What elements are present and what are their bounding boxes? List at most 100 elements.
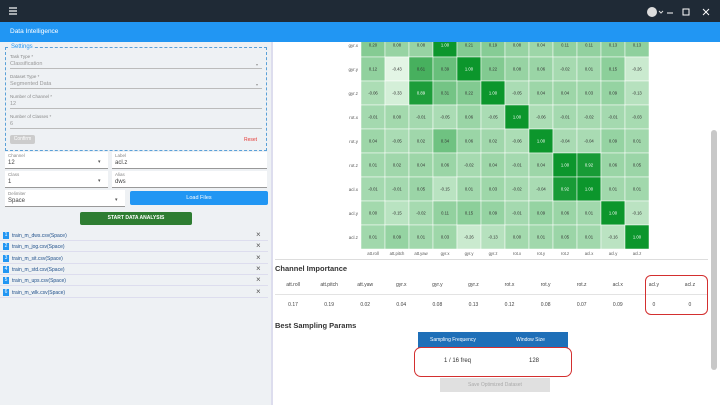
remove-file[interactable]: × [256,252,261,262]
cell-label: 0.06 [465,139,474,144]
column-header: gyr.y [432,282,443,288]
remove-file[interactable]: × [256,275,261,285]
column-header: rot.x [504,282,515,288]
heatmap-cell [360,80,386,106]
heatmap-cell [456,224,482,250]
left-panel: Settings Confirm Reset Task Type * Classi… [0,42,271,405]
cell-label: 0.09 [489,211,498,216]
heatmap-cell [552,56,578,82]
heatmap-cell [552,152,578,178]
heatmap-cell [456,176,482,202]
heatmap-cell [432,176,458,202]
cell-label: 0.06 [441,163,450,168]
field-label: Task Type * [10,54,34,59]
input[interactable]: Alias dws [112,171,267,188]
cell-label: -0.15 [392,211,402,216]
user-menu[interactable] [658,10,664,14]
cell-label: 0.09 [393,235,402,240]
remove-file[interactable]: × [256,263,261,273]
load-files-button[interactable]: Load Files [130,191,268,205]
cell-label: 0.04 [537,43,546,48]
input[interactable]: Class 1 ▾ [5,171,108,188]
remove-file[interactable]: × [256,230,261,239]
section-title: Best Sampling Params [275,321,357,330]
file-index: 4 [3,265,9,273]
cell-label: -0.01 [392,187,402,192]
heatmap-cell [528,176,554,202]
input[interactable]: Delimiter Space ▾ [5,190,125,207]
reset-button[interactable]: Reset [244,137,258,143]
cell-label: -0.13 [488,235,498,240]
cell-label: 0.01 [369,235,378,240]
cell-label: 0.12 [369,67,378,72]
user-icon[interactable] [647,7,657,17]
cell-label: 0.08 [393,43,402,48]
column-label: rot.x [513,251,522,256]
remove-file[interactable]: × [256,286,261,296]
cell-label: -0.43 [392,67,402,72]
heatmap-cell [576,80,602,106]
importance-value: 0.04 [396,302,407,308]
row-label: acl.z [349,235,359,240]
heatmap-cell [528,128,554,154]
row-label: rot.z [349,163,359,168]
heatmap-cell [504,56,530,82]
heatmap-cell [384,152,410,178]
cell-label: 1.00 [561,163,570,168]
cell-label: 1.00 [489,91,498,96]
input-label: Class [8,172,20,177]
cell-label: 0.08 [417,43,426,48]
field-value[interactable]: 6 [10,121,262,129]
heatmap-cell [432,80,458,106]
restore[interactable] [682,8,690,16]
cell-label: 0.04 [369,139,378,144]
field-value[interactable]: Segmented Data [10,81,262,89]
save-button[interactable]: Save Optimized Dataset [440,378,550,392]
heatmap-cell [600,224,626,250]
heatmap-cell [408,128,434,154]
cell-label: 1.00 [609,211,618,216]
cell-label: 0.06 [465,115,474,120]
cell-label: -0.01 [416,115,426,120]
column-label: att.pitch [390,251,405,256]
heatmap-cell [408,224,434,250]
cell-label: -0.06 [368,91,378,96]
start-button[interactable]: START DATA ANALYSIS [80,212,192,225]
dropdown-arrow: ▾ [98,159,101,165]
cell-label: 0.31 [441,91,450,96]
heatmap-cell [504,176,530,202]
heatmap-cell [576,56,602,82]
row-divider [275,294,708,295]
remove-file[interactable]: × [256,241,261,251]
cell-label: 0.01 [537,235,546,240]
cell-label: 0.01 [633,187,642,192]
cell-label: -0.02 [464,163,474,168]
heatmap-cell [408,200,434,226]
cell-label: -0.06 [536,115,546,120]
cell-label: -0.13 [632,91,642,96]
field-value[interactable]: 12 [10,101,262,109]
cell-label: 0.92 [561,187,570,192]
row-label: gyr.z [348,91,358,96]
input-label: Alias [115,172,125,177]
heatmap-cell [624,152,650,178]
close[interactable] [702,8,710,16]
cell-label: 1.00 [537,139,546,144]
cell-label: 0.00 [393,115,402,120]
heatmap-cell [480,80,506,106]
cell-label: 0.01 [369,163,378,168]
field-label: Dataset Type * [10,74,40,79]
input-value: Space [8,198,26,204]
heatmap-cell [528,56,554,82]
input[interactable]: Label acl.z [112,152,267,169]
cell-label: 0.05 [633,163,642,168]
scrollbar[interactable] [711,130,717,370]
file-name: train_m_dws.csv(Space) [12,233,67,239]
heatmap-cell [624,176,650,202]
menu-icon[interactable] [9,7,17,15]
file-row: 4 train_m_std.csv(Space) × [0,264,268,275]
column-label: att.roll [367,251,378,256]
field-value[interactable]: Classification [10,61,262,69]
input[interactable]: Channel 12 ▾ [5,152,108,169]
confirm-button[interactable]: Confirm [10,135,35,144]
